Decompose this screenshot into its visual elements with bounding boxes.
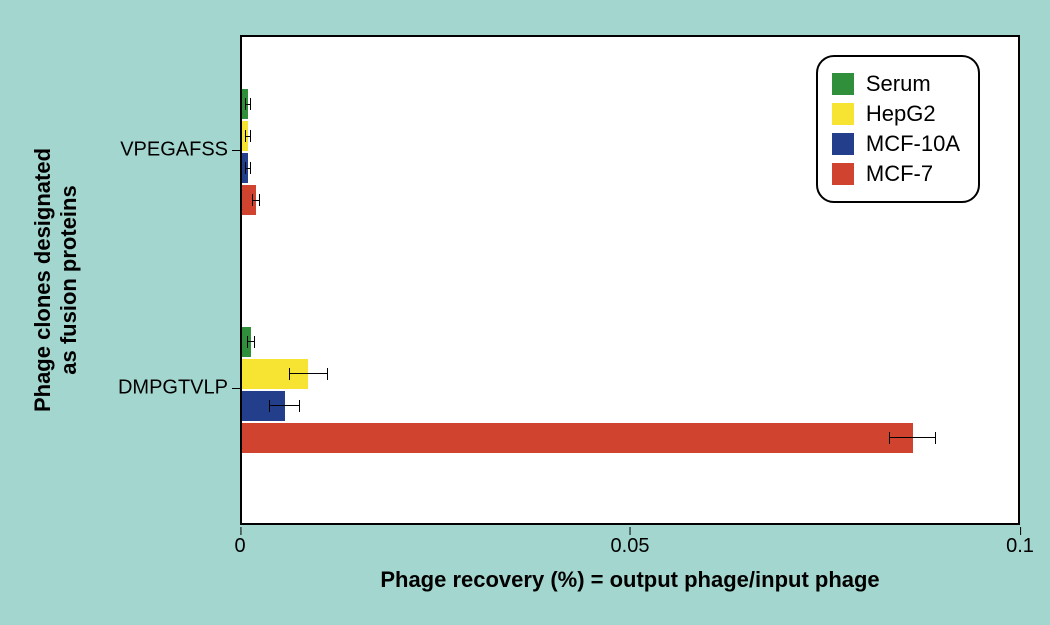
x-tick-label: 0.1	[1006, 535, 1034, 557]
y-axis-label-line1: Phage clones designated	[30, 148, 55, 412]
x-tick-label: 0	[234, 535, 245, 557]
legend-swatch	[832, 103, 854, 125]
legend: Serum HepG2 MCF-10A MCF-7	[816, 55, 980, 203]
y-axis-label-line2: as fusion proteins	[56, 185, 81, 374]
bar	[242, 185, 256, 215]
legend-item: HepG2	[832, 101, 960, 127]
x-axis-label: Phage recovery (%) = output phage/input …	[240, 567, 1020, 593]
legend-label: MCF-7	[866, 161, 933, 187]
legend-item: Serum	[832, 71, 960, 97]
legend-swatch	[832, 133, 854, 155]
bar	[242, 391, 285, 421]
legend-label: Serum	[866, 71, 931, 97]
bar	[242, 423, 913, 453]
figure-canvas: Phage clones designated as fusion protei…	[0, 0, 1050, 625]
bar	[242, 89, 248, 119]
y-tick-label: DMPGTVLP	[118, 376, 228, 399]
x-tick: 0.05	[611, 535, 650, 558]
legend-label: HepG2	[866, 101, 936, 127]
bar	[242, 121, 248, 151]
legend-item: MCF-10A	[832, 131, 960, 157]
y-axis-label: Phage clones designated as fusion protei…	[30, 35, 82, 525]
bar	[242, 327, 251, 357]
bar	[242, 359, 308, 389]
x-tick: 0	[234, 535, 245, 558]
legend-label: MCF-10A	[866, 131, 960, 157]
bar	[242, 153, 248, 183]
x-tick: 0.1	[1006, 535, 1034, 558]
x-tick-label: 0.05	[611, 535, 650, 557]
legend-swatch	[832, 73, 854, 95]
legend-item: MCF-7	[832, 161, 960, 187]
legend-swatch	[832, 163, 854, 185]
y-tick-label: VPEGAFSS	[120, 139, 228, 162]
